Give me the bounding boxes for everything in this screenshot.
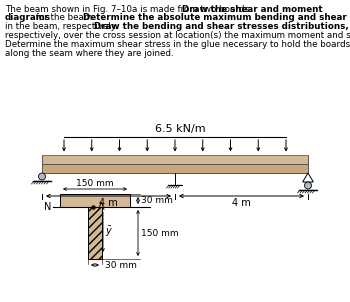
Text: 150 mm: 150 mm bbox=[76, 178, 114, 188]
Text: 30 mm: 30 mm bbox=[105, 261, 137, 269]
Text: Determine the maximum shear stress in the glue necessary to hold the boards toge: Determine the maximum shear stress in th… bbox=[5, 40, 350, 49]
Text: 30 mm: 30 mm bbox=[141, 196, 173, 205]
Text: diagrams: diagrams bbox=[5, 13, 51, 22]
Text: A: A bbox=[98, 201, 105, 211]
Text: in the beam, respectively.: in the beam, respectively. bbox=[5, 22, 120, 31]
Bar bbox=[42, 155, 308, 164]
Text: $\bar{y}$: $\bar{y}$ bbox=[105, 225, 113, 239]
Bar bbox=[60, 194, 130, 207]
Text: Draw the bending and shear stresses distributions,: Draw the bending and shear stresses dist… bbox=[93, 22, 348, 31]
Text: for the beam.: for the beam. bbox=[33, 13, 98, 22]
Text: N: N bbox=[44, 202, 51, 212]
Circle shape bbox=[38, 173, 46, 180]
Polygon shape bbox=[303, 173, 313, 182]
Text: 4 m: 4 m bbox=[99, 198, 118, 207]
Text: 6.5 kN/m: 6.5 kN/m bbox=[155, 124, 205, 134]
Text: along the seam where they are joined.: along the seam where they are joined. bbox=[5, 49, 174, 57]
Text: The beam shown in Fig. 7–10a is made from two boards.: The beam shown in Fig. 7–10a is made fro… bbox=[5, 5, 254, 14]
Text: 150 mm: 150 mm bbox=[141, 229, 178, 237]
Text: 4 m: 4 m bbox=[232, 198, 251, 207]
Text: Determine the absolute maximum bending and shear stresses: Determine the absolute maximum bending a… bbox=[83, 13, 350, 22]
Bar bbox=[42, 164, 308, 173]
Circle shape bbox=[304, 182, 312, 189]
Bar bbox=[88, 207, 102, 259]
Text: respectively, over the cross session at location(s) the maximum moment and shear: respectively, over the cross session at … bbox=[5, 31, 350, 40]
Text: Draw the shear and moment: Draw the shear and moment bbox=[182, 5, 323, 14]
